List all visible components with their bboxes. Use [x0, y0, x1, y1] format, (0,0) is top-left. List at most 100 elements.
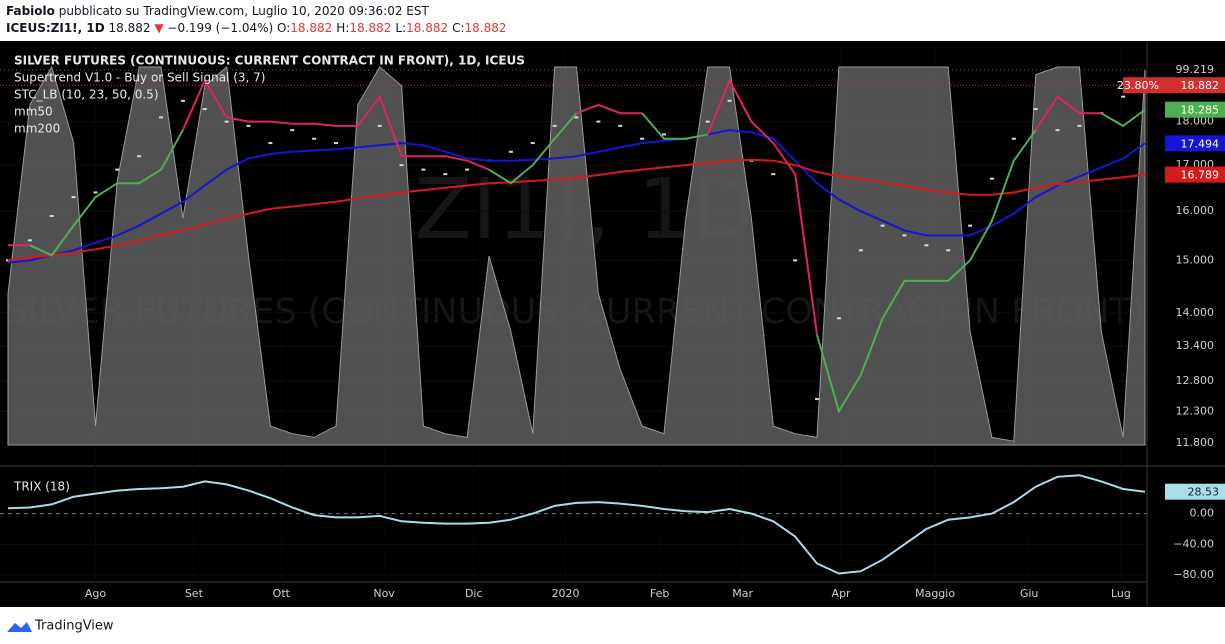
ohlc-key: L: — [395, 21, 407, 35]
price-dot — [508, 150, 513, 153]
price-dot — [224, 120, 229, 123]
price-dot — [989, 177, 994, 180]
price-dot — [705, 120, 710, 123]
supertrend — [641, 112, 708, 140]
price-dot — [465, 168, 470, 171]
trix-tag: 28.53 — [1188, 486, 1220, 499]
ohlc-value: 18.882 — [349, 21, 392, 35]
price-dot — [180, 99, 185, 102]
price-dot — [858, 249, 863, 252]
price-dot — [727, 99, 732, 102]
price-dot — [159, 116, 164, 119]
y-tick-label: 14.000 — [1176, 306, 1215, 319]
y-tick-label: 11.800 — [1176, 436, 1215, 449]
price-pane: ZI1!, 1DSILVER FUTURES (CONTINUOUS: CURR… — [0, 41, 1214, 600]
supertrend — [488, 112, 578, 185]
price-dot — [946, 249, 951, 252]
supertrend — [816, 129, 1037, 414]
published: pubblicato su TradingView.com, Luglio 10… — [58, 4, 429, 18]
symbol: ICEUS:ZI1!, 1D — [6, 21, 105, 35]
price-dot — [880, 224, 885, 227]
x-tick-label: Giu — [1020, 587, 1039, 600]
supertrend — [29, 129, 184, 257]
price-dot — [530, 142, 535, 145]
logo-icon — [7, 622, 32, 632]
brand: TradingView — [34, 619, 114, 634]
supertrend — [706, 78, 818, 336]
chart-title: SILVER FUTURES (CONTINUOUS: CURRENT CONT… — [14, 54, 525, 68]
x-tick-label: Apr — [832, 587, 852, 600]
ohlc-value: 18.882 — [464, 21, 507, 35]
price-dot — [6, 259, 10, 262]
price-dot — [49, 215, 54, 218]
price-dot — [246, 124, 251, 127]
supertrend — [576, 103, 643, 115]
legend-entry: mm200 — [14, 122, 60, 136]
price-dot — [1033, 108, 1038, 111]
y-tick-label: −40.00 — [1173, 537, 1214, 550]
legend-entry: STC_LB (10, 23, 50, 0.5) — [14, 88, 159, 102]
arrow: ▼ — [154, 21, 164, 35]
price-dot — [115, 168, 120, 171]
y-tick-label: 18.000 — [1176, 115, 1215, 128]
price-dot — [596, 120, 601, 123]
price-dot — [27, 239, 32, 242]
legend-entry: mm50 — [14, 105, 53, 119]
price-dot — [137, 155, 142, 158]
price-dot — [968, 224, 973, 227]
price-dot — [312, 137, 317, 140]
x-tick-label: Maggio — [915, 587, 955, 600]
line — [7, 129, 1146, 264]
price-dot — [618, 124, 623, 127]
author: Fabiolo — [6, 4, 55, 18]
price-dot — [93, 191, 98, 194]
change-tag-bg — [1123, 77, 1165, 94]
trix-tag-bg — [1165, 483, 1225, 500]
y-tick-label: 15.000 — [1176, 253, 1215, 266]
price-dot — [771, 173, 776, 176]
legend-entry: TRIX (18) — [13, 480, 70, 494]
symbol-line: ICEUS:ZI1!, 1D 18.882 ▼ −0.199 (−1.04%) … — [6, 20, 511, 37]
change: −0.199 (−1.04%) — [167, 21, 274, 35]
price-dot — [924, 244, 929, 247]
supertrend — [1100, 108, 1146, 128]
price-dot — [399, 164, 404, 167]
author-line: Fabiolo pubblicato su TradingView.com, L… — [6, 3, 511, 20]
price-dot — [552, 124, 557, 127]
supertrend-tag: 18.285 — [1181, 104, 1220, 117]
last-price-tag-bg — [1165, 77, 1225, 94]
x-tick-label: Set — [185, 587, 204, 600]
ohlc-value: 18.882 — [406, 21, 449, 35]
price-dot — [202, 108, 207, 111]
y-tick-label: 12.800 — [1176, 374, 1215, 387]
x-tick-label: Feb — [650, 587, 669, 600]
change-tag: 23.80% — [1117, 79, 1159, 92]
last-price-tag: 18.882 — [1181, 79, 1220, 92]
price-dot — [793, 259, 798, 262]
line-tag: 16.789 — [1181, 169, 1220, 182]
price-dot — [290, 129, 295, 132]
price-dot — [443, 173, 448, 176]
header: Fabiolo pubblicato su TradingView.com, L… — [6, 3, 511, 37]
line-tag-bg — [1165, 135, 1225, 152]
ohlc-key: C: — [452, 21, 465, 35]
y-tick-label: 16.000 — [1176, 204, 1215, 217]
ohlc-key: H: — [336, 21, 350, 35]
price-dot — [268, 142, 273, 145]
x-tick-label: Nov — [373, 587, 395, 600]
x-tick-label: 2020 — [552, 587, 580, 600]
price-dot — [640, 137, 645, 140]
last: 18.882 — [108, 21, 151, 35]
x-tick-label: Ott — [273, 587, 291, 600]
line-tag: 17.494 — [1181, 137, 1220, 150]
logo: TradingView — [7, 619, 114, 634]
line-tag-bg — [1165, 166, 1225, 183]
supertrend — [1034, 95, 1102, 131]
price-dot — [1055, 129, 1060, 132]
x-tick-label: Dic — [465, 587, 483, 600]
price-dot — [1011, 137, 1016, 140]
y-tick-label: 12.300 — [1176, 404, 1215, 417]
x-tick-label: Mar — [732, 587, 753, 600]
ohlc: O:18.882 H:18.882 L:18.882 C:18.882 — [277, 21, 511, 35]
